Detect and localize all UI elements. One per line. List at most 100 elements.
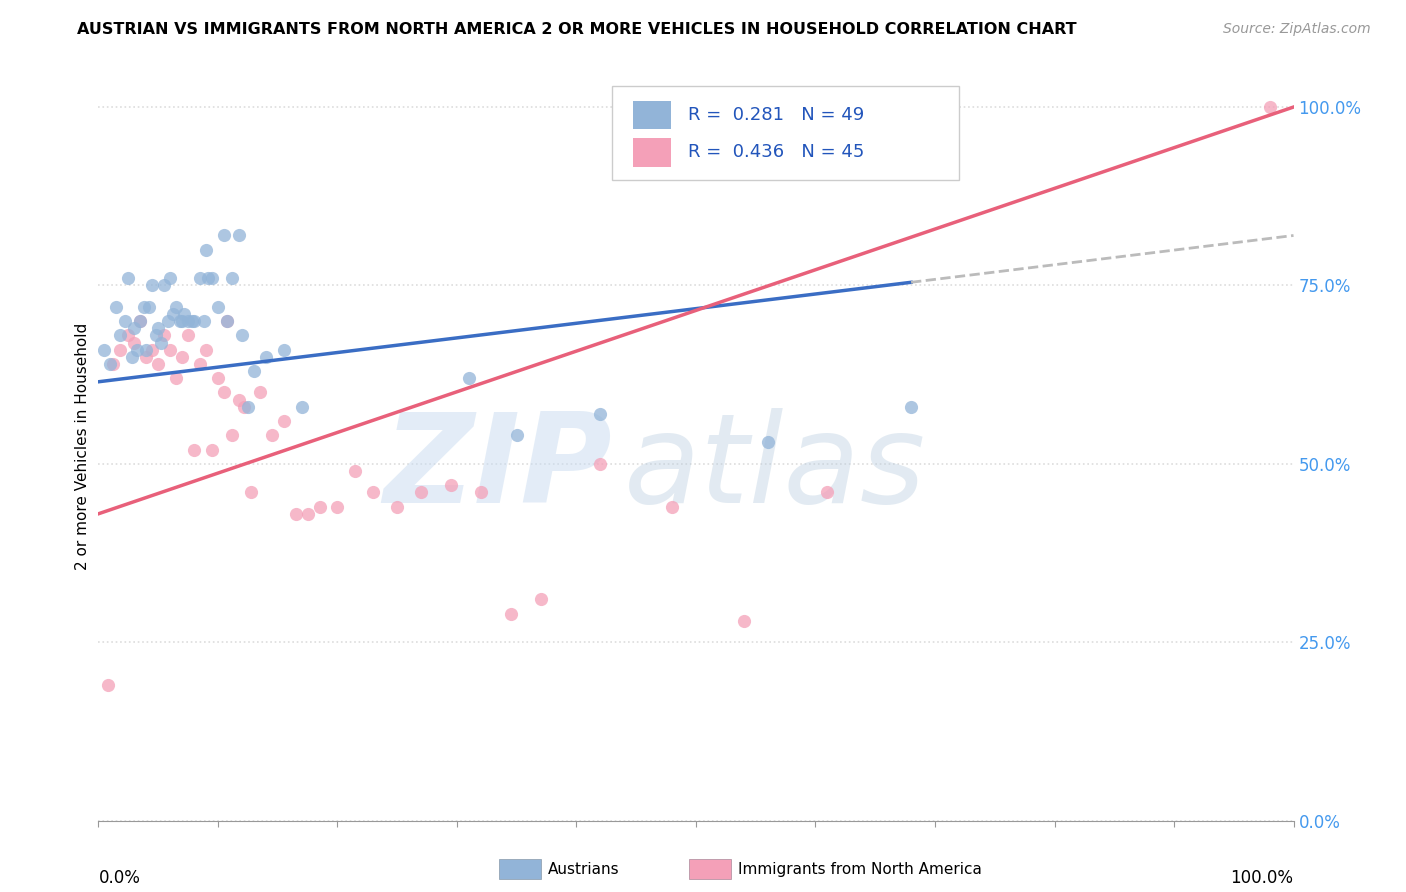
Point <box>733 614 755 628</box>
Point <box>236 400 259 414</box>
Point <box>141 278 163 293</box>
Point <box>145 328 167 343</box>
Point <box>159 343 181 357</box>
Point <box>221 271 243 285</box>
Point <box>153 278 176 293</box>
FancyBboxPatch shape <box>633 101 671 129</box>
Point <box>172 314 194 328</box>
Point <box>165 300 187 314</box>
Point <box>217 314 239 328</box>
Point <box>141 343 163 357</box>
Text: Austrians: Austrians <box>548 863 620 877</box>
Text: 100.0%: 100.0% <box>1230 870 1294 888</box>
Point <box>1258 100 1281 114</box>
Point <box>129 314 152 328</box>
Point <box>440 478 463 492</box>
Point <box>458 371 481 385</box>
Point <box>297 507 319 521</box>
Point <box>589 457 612 471</box>
Point <box>363 485 385 500</box>
Text: ZIP: ZIP <box>384 408 613 529</box>
Point <box>172 350 194 364</box>
Point <box>148 321 170 335</box>
Text: R =  0.436   N = 45: R = 0.436 N = 45 <box>688 144 863 161</box>
Point <box>233 400 256 414</box>
Point <box>117 328 139 343</box>
Point <box>231 328 253 343</box>
Point <box>117 271 139 285</box>
Point <box>195 343 218 357</box>
Y-axis label: 2 or more Vehicles in Household: 2 or more Vehicles in Household <box>75 322 90 570</box>
Point <box>125 343 148 357</box>
Point <box>114 314 136 328</box>
Point <box>273 343 295 357</box>
Point <box>900 400 922 414</box>
Point <box>217 314 239 328</box>
Point <box>121 350 143 364</box>
Point <box>193 314 215 328</box>
Text: AUSTRIAN VS IMMIGRANTS FROM NORTH AMERICA 2 OR MORE VEHICLES IN HOUSEHOLD CORREL: AUSTRIAN VS IMMIGRANTS FROM NORTH AMERIC… <box>77 22 1077 37</box>
Point <box>243 364 266 378</box>
Point <box>197 271 219 285</box>
Point <box>169 314 191 328</box>
Text: Immigrants from North America: Immigrants from North America <box>738 863 981 877</box>
Point <box>138 300 160 314</box>
Point <box>108 343 131 357</box>
Point <box>212 228 235 243</box>
Point <box>530 592 553 607</box>
Point <box>756 435 779 450</box>
Point <box>499 607 522 621</box>
Point <box>180 314 202 328</box>
Point <box>249 385 271 400</box>
FancyBboxPatch shape <box>613 87 959 180</box>
Text: 0.0%: 0.0% <box>98 870 141 888</box>
Point <box>149 335 172 350</box>
Point <box>228 392 250 407</box>
Point <box>129 314 152 328</box>
Point <box>273 414 295 428</box>
Point <box>207 371 229 385</box>
Point <box>105 300 128 314</box>
Point <box>221 428 243 442</box>
Point <box>162 307 184 321</box>
Point <box>228 228 250 243</box>
Point <box>97 678 120 692</box>
Point <box>506 428 529 442</box>
Point <box>159 271 181 285</box>
Point <box>815 485 838 500</box>
Point <box>284 507 307 521</box>
Point <box>173 307 195 321</box>
Point <box>124 321 146 335</box>
Point <box>165 371 187 385</box>
Point <box>385 500 409 514</box>
Point <box>240 485 263 500</box>
Point <box>661 500 683 514</box>
Point <box>135 350 157 364</box>
Point <box>183 314 205 328</box>
Point <box>411 485 433 500</box>
Point <box>470 485 492 500</box>
Point <box>589 407 612 421</box>
Point <box>177 328 200 343</box>
Point <box>201 271 224 285</box>
Point <box>93 343 115 357</box>
Point <box>188 357 211 371</box>
Point <box>148 357 170 371</box>
Point <box>344 464 367 478</box>
Point <box>195 243 218 257</box>
Text: R =  0.281   N = 49: R = 0.281 N = 49 <box>688 106 863 124</box>
Point <box>135 343 157 357</box>
Point <box>156 314 179 328</box>
Point <box>177 314 200 328</box>
Point <box>212 385 235 400</box>
Point <box>291 400 314 414</box>
Point <box>98 357 122 371</box>
Point <box>124 335 146 350</box>
Point <box>188 271 211 285</box>
FancyBboxPatch shape <box>633 138 671 167</box>
Point <box>260 428 283 442</box>
Point <box>153 328 176 343</box>
Point <box>183 442 205 457</box>
Point <box>201 442 224 457</box>
Point <box>326 500 349 514</box>
